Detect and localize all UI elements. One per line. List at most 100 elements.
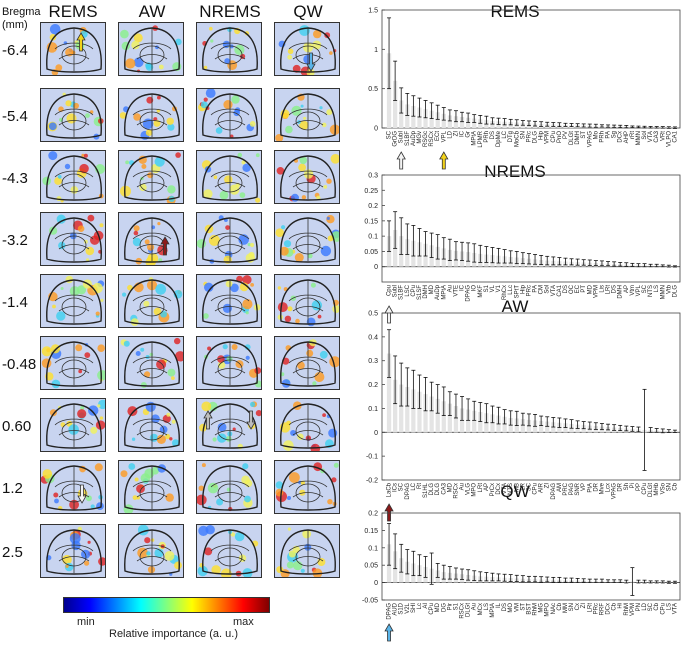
y-tick-label: 0.15 xyxy=(364,218,378,225)
category-label: MD xyxy=(447,482,453,492)
bregma-value: -1.4 xyxy=(2,294,28,311)
category-label: Cb xyxy=(557,602,563,610)
category-label: SHI xyxy=(411,603,417,613)
bar xyxy=(441,113,446,128)
bar-charts: 00.511.5SC GrDG SubI S1BF AuDp MGv RSGc RSCx ECt… xyxy=(362,8,681,642)
category-label: VPL xyxy=(441,130,447,142)
category-label: PnO xyxy=(557,131,563,143)
arrow-blue-icon xyxy=(384,623,394,642)
y-tick-label: 1 xyxy=(374,47,378,54)
category-label: MG xyxy=(539,603,545,613)
category-label: DLGt xyxy=(569,131,575,145)
bregma-value: -3.2 xyxy=(2,232,28,249)
category-label: MKF xyxy=(478,285,484,298)
bar xyxy=(478,412,483,433)
category-label: AP xyxy=(624,285,630,293)
category-label: DLGt xyxy=(648,483,654,497)
arrow-red-icon xyxy=(160,236,170,256)
bar xyxy=(392,379,398,433)
category-label: CA1 xyxy=(557,284,563,296)
category-label: DS xyxy=(612,285,618,293)
brain-map-qw xyxy=(274,336,340,390)
category-label: MD xyxy=(587,284,593,294)
category-label: ZI xyxy=(545,483,551,489)
category-label: RSGc xyxy=(423,131,429,147)
y-tick-label: -0.05 xyxy=(362,598,378,605)
category-label: PRh xyxy=(484,131,490,143)
category-label: CPu xyxy=(660,603,666,615)
bar xyxy=(399,384,404,433)
category-label: Sg xyxy=(612,131,618,138)
chart-frame xyxy=(381,312,681,481)
bar xyxy=(417,391,422,433)
category-label: PRC xyxy=(563,482,569,495)
category-label: Au xyxy=(472,603,478,610)
category-label: Hip xyxy=(520,284,526,294)
arrow-blue-icon xyxy=(306,52,316,72)
y-tick-label: 0.25 xyxy=(364,188,378,195)
y-tick-label: 0.15 xyxy=(364,528,378,535)
category-label: MMN xyxy=(660,285,666,299)
bar xyxy=(392,80,398,128)
category-label: CPu xyxy=(429,603,435,615)
category-label: DS xyxy=(490,131,496,139)
brain-map-rems xyxy=(40,212,106,266)
category-label: MHb xyxy=(654,482,660,495)
y-tick-label: 0 xyxy=(374,264,378,271)
y-tick-label: 0.5 xyxy=(368,86,378,93)
category-label: MM xyxy=(563,603,569,613)
arrow-white-icon xyxy=(396,151,406,170)
category-label: CA3 xyxy=(441,482,447,494)
category-label: NTS xyxy=(648,285,654,297)
category-label: NAc xyxy=(551,603,557,614)
category-label: CPu xyxy=(642,483,648,495)
brain-map-aw xyxy=(118,22,184,76)
category-label: Lc xyxy=(417,603,423,609)
category-label: DLG xyxy=(435,483,441,496)
category-label: VTA xyxy=(551,285,557,296)
category-label: DR xyxy=(593,482,599,491)
brain-map-nrems xyxy=(196,524,262,578)
brain-map-nrems xyxy=(196,22,262,76)
category-label: SubI xyxy=(393,285,399,298)
brain-map-aw xyxy=(118,460,184,514)
bar xyxy=(472,118,477,128)
category-label: VTA xyxy=(648,131,654,142)
category-label: MGv xyxy=(417,131,423,144)
category-label: IO xyxy=(472,285,478,292)
brain-map-qw xyxy=(274,212,340,266)
category-label: VPM xyxy=(593,285,599,298)
category-label: Mve xyxy=(599,482,605,494)
category-label: LC xyxy=(502,130,508,138)
y-tick-label: 0.1 xyxy=(368,545,378,552)
y-tick-label: -0.2 xyxy=(366,478,378,485)
bar xyxy=(441,401,446,433)
bregma-value: 2.5 xyxy=(2,544,23,561)
category-label: EC xyxy=(575,284,581,293)
category-label: LD xyxy=(447,130,453,138)
category-label: Lcx xyxy=(606,483,612,492)
bar xyxy=(411,389,416,433)
category-label: SNR xyxy=(575,482,581,495)
bar xyxy=(453,406,459,433)
category-label: DTg xyxy=(508,131,514,142)
arrow-white-icon xyxy=(384,305,394,324)
category-label: DpMe xyxy=(496,130,502,147)
y-tick-label: 0.2 xyxy=(368,382,378,389)
category-label: IL xyxy=(496,602,502,608)
brain-map-nrems xyxy=(196,460,262,514)
chart-title-nrems: NREMS xyxy=(484,162,546,181)
category-label: LPMR xyxy=(478,130,484,147)
category-label: S1BF xyxy=(405,131,411,146)
category-label: SC xyxy=(387,130,393,139)
bar xyxy=(423,109,428,128)
brain-map-aw xyxy=(118,336,184,390)
colorbar-max-label: max xyxy=(233,616,254,628)
bregma-value: -5.4 xyxy=(2,108,28,125)
bar xyxy=(435,112,440,128)
category-label: S1 xyxy=(453,602,459,610)
y-tick-label: 0.3 xyxy=(368,358,378,365)
category-label: AM xyxy=(557,483,563,492)
brain-map-aw xyxy=(118,398,184,452)
category-label: V2L xyxy=(405,602,411,613)
